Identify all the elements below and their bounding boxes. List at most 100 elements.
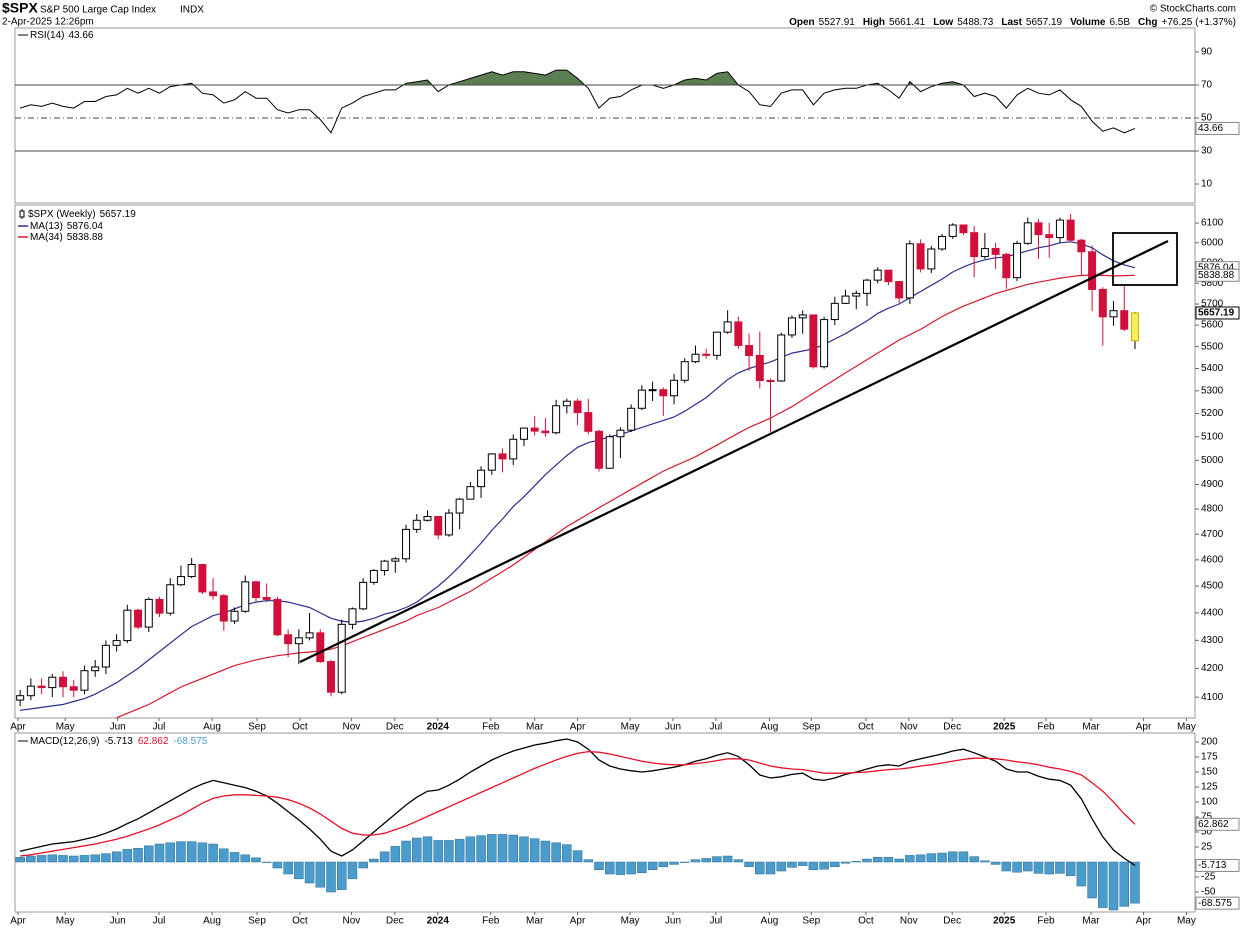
legend-name: MACD(12,26,9): [30, 736, 99, 747]
histogram-bar: [101, 853, 111, 863]
candle-body: [412, 519, 421, 530]
quote-value: +76.25 (+1.37%): [1162, 17, 1237, 28]
histogram-bar: [465, 836, 476, 863]
histogram-bar: [787, 861, 797, 868]
candle-body: [691, 353, 700, 363]
x-tick-label: Oct: [292, 722, 308, 733]
candle-body: [16, 695, 25, 701]
histogram-bar: [947, 851, 958, 863]
value-box-label: -68.575: [1198, 898, 1232, 909]
histogram-bar: [690, 859, 701, 863]
candle-body: [970, 232, 979, 258]
x-tick-label: Aug: [761, 722, 779, 733]
candle-body: [573, 400, 582, 414]
candle-body: [1077, 239, 1086, 253]
timestamp: 2-Apr-2025 12:26pm: [2, 17, 94, 28]
candle-body: [680, 361, 689, 381]
histogram-bar: [240, 854, 251, 863]
histogram-bar: [326, 861, 336, 893]
histogram-bar: [304, 861, 315, 884]
x-tick-label: Nov: [342, 722, 360, 733]
candle-body: [895, 281, 904, 299]
candle-body: [219, 595, 228, 622]
histogram-bar: [358, 861, 368, 869]
x-tick-label: May: [56, 916, 75, 927]
histogram-bar: [111, 851, 122, 863]
y-tick-label: 6100: [1201, 218, 1224, 229]
histogram-bar: [712, 856, 722, 863]
x-tick-label: Jun: [110, 722, 126, 733]
y-tick-label: 75: [1201, 812, 1213, 823]
histogram-bar: [315, 861, 326, 888]
histogram-bar: [529, 838, 540, 863]
y-tick-label: 90: [1201, 47, 1213, 58]
legend-value: -5.713: [104, 736, 133, 747]
candle-body: [605, 436, 614, 469]
histogram-bar: [905, 855, 915, 863]
quote-value: 5527.91: [819, 17, 856, 28]
candle-body: [316, 632, 325, 663]
panel-frame: [14, 27, 1196, 204]
candle-body: [466, 486, 475, 500]
histogram-bar: [1087, 861, 1097, 899]
histogram-bar: [1098, 861, 1108, 908]
candle-body: [1109, 310, 1118, 318]
histogram-bar: [658, 861, 669, 868]
histogram-bar: [851, 861, 862, 863]
candle-body: [37, 685, 46, 689]
value-box: [1195, 306, 1240, 320]
histogram-bar: [90, 854, 100, 863]
histogram-bar: [1023, 861, 1033, 872]
legend-value: 5657.19: [100, 209, 137, 220]
x-tick-label: Jun: [665, 722, 681, 733]
x-tick-label: Jun: [665, 916, 681, 927]
y-tick-label: 50: [1201, 113, 1213, 124]
quote-label: Last: [1001, 17, 1022, 28]
candle-body: [755, 355, 764, 381]
annotations: [299, 232, 1178, 663]
histogram-bar: [336, 861, 347, 890]
histogram-bar: [583, 859, 594, 863]
value-box: [1195, 896, 1240, 910]
histogram-bar: [1033, 861, 1044, 874]
x-tick-label: Jul: [153, 722, 166, 733]
candle-body: [1130, 312, 1139, 342]
candle-body: [391, 558, 400, 562]
x-tick-label: May: [621, 722, 640, 733]
y-tick-label: 150: [1201, 767, 1218, 778]
histogram-bar: [1044, 861, 1054, 875]
histogram-bar: [58, 855, 68, 863]
x-tick-label: Sep: [802, 722, 820, 733]
candle-body: [594, 430, 603, 469]
candle-body: [809, 314, 818, 368]
histogram-bar: [508, 834, 518, 863]
x-tick-label: Feb: [482, 916, 500, 927]
x-tick-label: Jun: [110, 916, 126, 927]
panel: [16, 213, 1139, 718]
histogram-bar: [15, 856, 25, 863]
histogram-bar: [283, 861, 293, 875]
histogram-bar: [476, 835, 486, 863]
histogram-bar: [433, 840, 443, 863]
histogram-bar: [36, 855, 47, 863]
symbol: $SPX: [2, 0, 38, 16]
highlight-box: [1112, 232, 1178, 286]
symbol-name: S&P 500 Large Cap Index: [40, 5, 156, 16]
panel-frame: [14, 732, 1196, 913]
y-tick-label: 25: [1201, 842, 1213, 853]
candle-body: [1002, 253, 1011, 279]
candle-body: [916, 243, 925, 270]
histogram-bar: [572, 850, 583, 863]
histogram-bar: [776, 861, 786, 872]
histogram-bar: [615, 861, 626, 875]
candle-body: [498, 453, 507, 460]
candle-body: [702, 353, 711, 356]
candle-body: [198, 564, 207, 593]
candle-body: [230, 610, 239, 622]
x-tick-label: Jul: [709, 722, 722, 733]
legend-entry: RSI(14) 43.66: [30, 30, 94, 41]
x-tick-label: Jul: [709, 916, 722, 927]
quote-value: 6.5B: [1109, 17, 1130, 28]
candle-body: [884, 269, 893, 283]
